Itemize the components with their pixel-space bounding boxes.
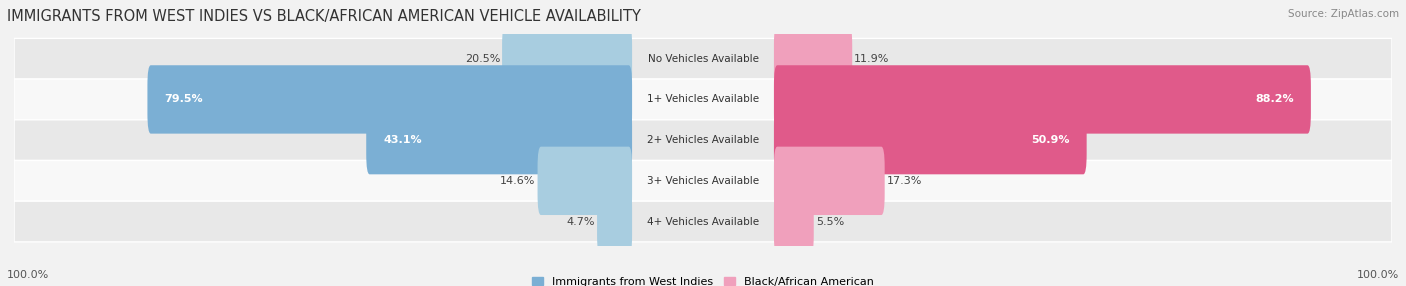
Text: 50.9%: 50.9% bbox=[1031, 135, 1070, 145]
FancyBboxPatch shape bbox=[14, 120, 1392, 160]
Text: 1+ Vehicles Available: 1+ Vehicles Available bbox=[647, 94, 759, 104]
Text: 43.1%: 43.1% bbox=[382, 135, 422, 145]
FancyBboxPatch shape bbox=[148, 65, 633, 134]
FancyBboxPatch shape bbox=[773, 187, 814, 256]
Text: 3+ Vehicles Available: 3+ Vehicles Available bbox=[647, 176, 759, 186]
Text: 2+ Vehicles Available: 2+ Vehicles Available bbox=[647, 135, 759, 145]
Text: 5.5%: 5.5% bbox=[815, 217, 844, 227]
FancyBboxPatch shape bbox=[773, 25, 852, 93]
Text: 11.9%: 11.9% bbox=[855, 54, 890, 64]
Text: 20.5%: 20.5% bbox=[465, 54, 501, 64]
Text: 17.3%: 17.3% bbox=[887, 176, 922, 186]
Text: Source: ZipAtlas.com: Source: ZipAtlas.com bbox=[1288, 9, 1399, 19]
Text: 100.0%: 100.0% bbox=[7, 270, 49, 280]
FancyBboxPatch shape bbox=[14, 79, 1392, 120]
Text: 4.7%: 4.7% bbox=[567, 217, 595, 227]
FancyBboxPatch shape bbox=[14, 160, 1392, 201]
Text: 79.5%: 79.5% bbox=[165, 94, 202, 104]
FancyBboxPatch shape bbox=[14, 201, 1392, 242]
FancyBboxPatch shape bbox=[14, 38, 1392, 79]
FancyBboxPatch shape bbox=[366, 106, 633, 174]
Text: 14.6%: 14.6% bbox=[501, 176, 536, 186]
Text: No Vehicles Available: No Vehicles Available bbox=[648, 54, 758, 64]
Text: 4+ Vehicles Available: 4+ Vehicles Available bbox=[647, 217, 759, 227]
FancyBboxPatch shape bbox=[773, 106, 1087, 174]
FancyBboxPatch shape bbox=[773, 147, 884, 215]
Text: 88.2%: 88.2% bbox=[1256, 94, 1294, 104]
FancyBboxPatch shape bbox=[773, 65, 1310, 134]
Legend: Immigrants from West Indies, Black/African American: Immigrants from West Indies, Black/Afric… bbox=[531, 277, 875, 286]
FancyBboxPatch shape bbox=[537, 147, 633, 215]
FancyBboxPatch shape bbox=[598, 187, 633, 256]
Text: IMMIGRANTS FROM WEST INDIES VS BLACK/AFRICAN AMERICAN VEHICLE AVAILABILITY: IMMIGRANTS FROM WEST INDIES VS BLACK/AFR… bbox=[7, 9, 641, 23]
Text: 100.0%: 100.0% bbox=[1357, 270, 1399, 280]
FancyBboxPatch shape bbox=[502, 25, 633, 93]
